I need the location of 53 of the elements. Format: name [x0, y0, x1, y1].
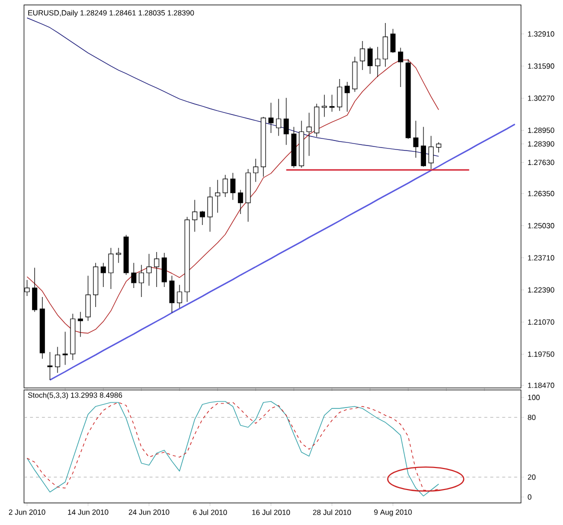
candlestick — [291, 126, 296, 168]
candlestick — [413, 120, 418, 158]
candlestick — [169, 276, 174, 314]
candlestick — [230, 172, 236, 200]
candlestick — [184, 216, 190, 302]
candlestick — [207, 186, 213, 232]
candlestick — [344, 82, 350, 112]
candlestick — [200, 210, 205, 226]
candlestick — [78, 312, 83, 338]
candlestick — [329, 94, 335, 112]
candlestick — [360, 40, 366, 70]
candlestick — [420, 126, 426, 168]
candlestick — [428, 136, 434, 170]
candlestick — [398, 48, 404, 88]
candlestick — [176, 284, 182, 308]
candlestick — [238, 190, 244, 214]
candlestick — [352, 56, 358, 92]
candlestick — [382, 22, 388, 68]
candlestick — [253, 158, 258, 182]
candlestick — [192, 200, 198, 232]
candlestick — [93, 262, 98, 308]
candlestick — [260, 116, 266, 178]
candlestick — [222, 174, 228, 198]
candlestick — [284, 98, 289, 146]
candlestick — [314, 103, 320, 138]
candlestick — [246, 168, 251, 222]
candlestick — [116, 248, 122, 264]
candlestick — [375, 46, 380, 78]
candlestick — [390, 28, 396, 54]
candlestick — [124, 234, 129, 276]
candlestick — [154, 252, 160, 288]
candlestick — [215, 180, 220, 214]
candlestick — [436, 142, 442, 153]
candlestick — [100, 262, 106, 288]
candlestick — [131, 262, 136, 288]
candlestick — [406, 58, 411, 140]
candlestick — [367, 46, 373, 74]
candlestick — [306, 112, 312, 156]
candlestick — [336, 78, 342, 112]
candlestick — [40, 296, 45, 360]
candlestick — [138, 264, 144, 298]
candlestick — [54, 346, 60, 374]
candlestick — [32, 267, 38, 312]
line-series — [26, 60, 440, 334]
candlestick — [146, 254, 152, 286]
candlestick — [268, 102, 274, 134]
candlestick — [276, 98, 282, 136]
candlestick — [162, 252, 167, 288]
candlestick — [70, 313, 76, 360]
candlestick — [108, 248, 114, 290]
candlestick — [298, 120, 304, 168]
candlestick — [85, 276, 91, 322]
candlestick — [47, 352, 53, 380]
